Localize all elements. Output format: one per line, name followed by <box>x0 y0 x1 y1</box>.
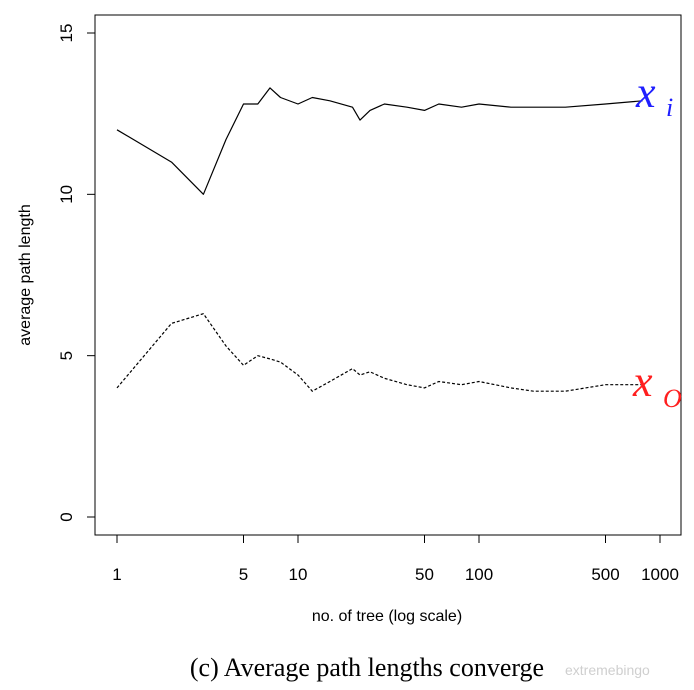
series-label-xi-main: x <box>635 68 656 117</box>
series-label-xi: x i <box>635 68 673 122</box>
series-label-xo-main: x <box>632 357 653 406</box>
y-tick-label: 15 <box>57 24 76 43</box>
series-label-xo-sub: O <box>663 384 682 413</box>
plot-area-frame <box>94 14 682 536</box>
series-label-xi-sub: i <box>666 93 673 122</box>
y-axis-label: average path length <box>17 204 34 345</box>
y-axis: 0 5 10 15 <box>57 24 96 522</box>
series-label-xo: x O <box>632 357 682 413</box>
watermark: extremebingo <box>565 662 650 678</box>
y-tick-label: 0 <box>57 512 76 521</box>
x-tick-label: 5 <box>239 565 248 584</box>
series-layer <box>116 87 643 392</box>
caption: (c) Average path lengths converge <box>190 653 544 682</box>
x-tick-label: 500 <box>591 565 619 584</box>
y-tick-label: 10 <box>57 185 76 204</box>
x-tick-label: 100 <box>465 565 493 584</box>
x-tick-label: 1 <box>112 565 121 584</box>
y-tick-label: 5 <box>57 351 76 360</box>
series-line-xo <box>116 313 643 392</box>
x-axis: 1 5 10 50 100 500 1000 <box>112 534 679 584</box>
x-tick-label: 50 <box>415 565 434 584</box>
x-tick-label: 10 <box>289 565 308 584</box>
x-axis-label: no. of tree (log scale) <box>312 608 462 625</box>
series-line-xi <box>116 87 643 195</box>
x-tick-label: 1000 <box>641 565 679 584</box>
